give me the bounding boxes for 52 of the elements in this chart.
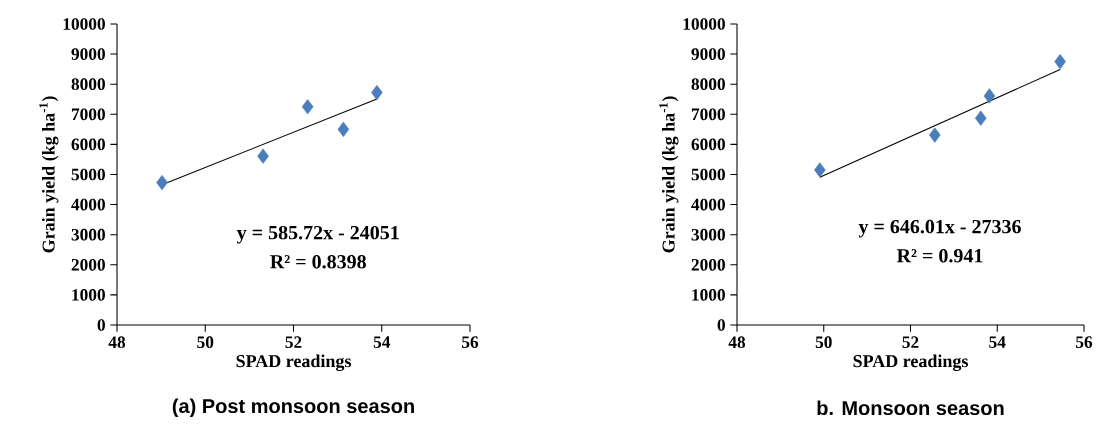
y-axis-title: Grain yield (kg ha$^{-1}$) <box>39 96 59 253</box>
y-tick-label: 7000 <box>71 108 105 121</box>
y-tick-label: 0 <box>717 319 725 331</box>
y-tick-label: 6000 <box>691 138 725 151</box>
annotation: y = 646.01x - 27336 <box>858 219 1021 238</box>
x-tick-label: 54 <box>989 336 1006 348</box>
x-tick-label: 52 <box>902 336 919 349</box>
y-tick-label: 1000 <box>692 289 725 301</box>
x-tick-label: 56 <box>462 336 479 349</box>
y-axis-title: Grain yield (kg ha$^{-1}$) <box>659 96 679 253</box>
x-tick-label: 54 <box>373 336 391 348</box>
y-tick-label: 4000 <box>691 198 725 211</box>
point <box>337 121 350 137</box>
x-tick-label: 48 <box>728 336 746 349</box>
annotation: R² = 0.941 <box>896 248 983 263</box>
y-tick-label: 2000 <box>691 258 725 271</box>
text: b. Monsoon season <box>817 400 1004 416</box>
y-tick-label: 8000 <box>691 78 725 91</box>
y-tick-label: 10000 <box>63 18 105 30</box>
y-tick-label: 3000 <box>71 228 105 241</box>
point <box>257 148 269 164</box>
y-tick-label: 2000 <box>71 258 105 271</box>
point <box>371 85 383 101</box>
x-tick-label: 50 <box>815 336 832 349</box>
y-tick-label: 10000 <box>683 18 725 30</box>
y-tick-label: 1000 <box>72 289 105 301</box>
point <box>983 88 996 104</box>
annotation: R² = 0.8398 <box>270 254 366 269</box>
point <box>814 162 826 178</box>
y-tick-label: 8000 <box>71 78 105 91</box>
y-tick-label: 9000 <box>691 48 725 60</box>
y-tick-label: 0 <box>97 319 105 331</box>
x-axis-title: SPAD readings <box>853 354 968 372</box>
annotation: y = 585.72x - 24051 <box>236 225 399 244</box>
x-tick-label: 52 <box>285 336 302 349</box>
text: (a) Post monsoon season <box>172 398 414 418</box>
y-tick-label: 5000 <box>691 168 725 181</box>
y-tick-label: 9000 <box>71 48 105 60</box>
y-tick-label: 5000 <box>71 168 105 181</box>
point <box>1054 54 1066 70</box>
y-tick-label: 6000 <box>71 138 105 151</box>
point <box>929 127 941 143</box>
point <box>301 99 314 115</box>
y-tick-label: 3000 <box>691 228 725 241</box>
point <box>156 175 168 191</box>
x-tick-label: 48 <box>108 336 126 349</box>
y-tick-label: 7000 <box>691 108 725 121</box>
point <box>974 110 987 126</box>
x-tick-label: 50 <box>197 336 214 349</box>
x-tick-label: 56 <box>1076 336 1093 349</box>
x-axis-title: SPAD readings <box>236 354 351 372</box>
y-tick-label: 4000 <box>71 198 105 211</box>
